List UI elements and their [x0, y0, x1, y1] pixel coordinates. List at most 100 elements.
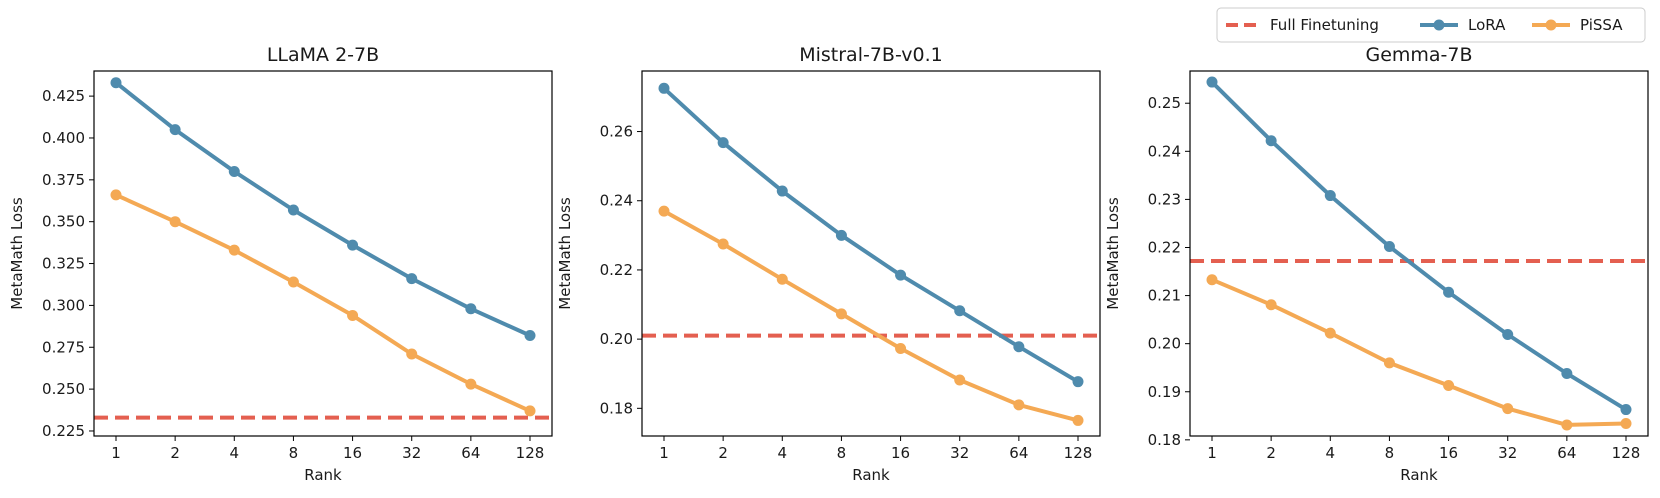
plot-area [642, 82, 1100, 426]
y-tick-label: 0.22 [600, 261, 633, 279]
y-tick-label: 0.425 [42, 87, 85, 105]
y-tick-label: 0.225 [42, 422, 85, 440]
pissa-point [1383, 357, 1395, 369]
pissa-point [1443, 380, 1455, 392]
pissa-point [776, 273, 788, 285]
y-tick-label: 0.375 [42, 171, 85, 189]
pissa-point [347, 309, 359, 321]
lora-series-line [662, 86, 1080, 384]
legend-label-lora: LoRA [1468, 16, 1506, 34]
legend-marker-lora [1433, 19, 1445, 31]
lora-point [228, 165, 240, 177]
pissa-series-line [1211, 277, 1627, 427]
x-tick-label: 16 [343, 444, 362, 462]
y-tick-label: 0.24 [1148, 142, 1181, 160]
y-tick-label: 0.26 [600, 123, 633, 141]
y-tick-label: 0.22 [1148, 238, 1181, 256]
lora-point [1013, 341, 1025, 353]
lora-point [1620, 404, 1632, 416]
lora-point [1561, 367, 1573, 379]
pissa-point [524, 405, 536, 417]
lora-point [658, 82, 670, 94]
lora-point [1206, 76, 1218, 88]
pissa-point [1502, 403, 1514, 415]
pissa-point [406, 348, 418, 360]
y-tick-label: 0.400 [42, 129, 85, 147]
x-tick-label: 64 [1557, 444, 1576, 462]
lora-series-line [1210, 80, 1628, 412]
chart-panel-1: LLaMA 2-7B 0.225 0.250 0.275 0.300 0.325 0.350… [8, 44, 553, 484]
lora-point [1324, 190, 1336, 202]
panel-title: Mistral-7B-v0.1 [799, 44, 943, 66]
y-tick-label: 0.20 [1148, 335, 1181, 353]
x-axis-label: Rank [304, 466, 342, 484]
x-tick-label: 64 [1009, 444, 1028, 462]
x-tick-label: 32 [402, 444, 421, 462]
y-axis-label: MetaMath Loss [1104, 197, 1122, 310]
x-tick-label: 32 [950, 444, 969, 462]
pissa-point [465, 378, 477, 390]
pissa-point [895, 342, 907, 354]
x-tick-label: 1 [659, 444, 669, 462]
lora-point [895, 269, 907, 281]
x-tick-label: 8 [837, 444, 847, 462]
plot-area [94, 77, 552, 420]
pissa-point [1013, 399, 1025, 411]
y-axis-label: MetaMath Loss [8, 197, 26, 310]
pissa-series-line [115, 193, 531, 413]
pissa-point [169, 216, 181, 228]
x-axis-label: Rank [852, 466, 890, 484]
x-tick-label: 64 [461, 444, 480, 462]
axes-frame [93, 70, 553, 437]
pissa-point [954, 374, 966, 386]
x-tick-label: 128 [1612, 444, 1641, 462]
panel-title: LLaMA 2-7B [267, 44, 379, 66]
lora-point [717, 137, 729, 149]
x-axis-label: Rank [1400, 466, 1438, 484]
pissa-point [1072, 414, 1084, 426]
pissa-point [1206, 274, 1218, 286]
y-tick-label: 0.275 [42, 338, 85, 356]
x-tick-label: 16 [1439, 444, 1458, 462]
lora-point [524, 330, 536, 342]
lora-point [287, 204, 299, 216]
pissa-series-line [663, 209, 1079, 423]
pissa-point [717, 238, 729, 250]
lora-point [835, 229, 847, 241]
lora-point [110, 77, 122, 89]
y-tick-label: 0.325 [42, 255, 85, 273]
lora-series-line [114, 81, 531, 338]
y-tick-label: 0.350 [42, 213, 85, 231]
chart-panels: LLaMA 2-7B 0.225 0.250 0.275 0.300 0.325 0.350… [8, 44, 1649, 484]
x-tick-label: 32 [1498, 444, 1517, 462]
legend-marker-pissa [1545, 19, 1557, 31]
legend-label-full-finetuning: Full Finetuning [1270, 16, 1379, 34]
pissa-point [835, 308, 847, 320]
lora-point [465, 303, 477, 315]
y-tick-label: 0.300 [42, 296, 85, 314]
y-tick-label: 0.19 [1148, 383, 1181, 401]
legend-label-pissa: PiSSA [1580, 16, 1623, 34]
panel-title: Gemma-7B [1365, 44, 1472, 66]
x-tick-label: 128 [1064, 444, 1093, 462]
chart-panel-2: Mistral-7B-v0.1 0.18 0.20 0.22 0.24 0.26 1 2 4 8 1… [556, 44, 1101, 484]
axes-frame [1189, 70, 1649, 437]
pissa-point [228, 244, 240, 256]
lora-point [169, 124, 181, 136]
pissa-point [110, 189, 122, 201]
x-tick-label: 2 [170, 444, 180, 462]
x-tick-label: 4 [778, 444, 788, 462]
y-tick-label: 0.24 [600, 192, 633, 210]
x-tick-label: 1 [111, 444, 121, 462]
pissa-point [1265, 299, 1277, 311]
x-tick-label: 128 [516, 444, 545, 462]
y-tick-label: 0.21 [1148, 287, 1181, 305]
lora-point [1265, 135, 1277, 147]
y-tick-label: 0.18 [1148, 431, 1181, 449]
lora-point [954, 305, 966, 317]
pissa-point [658, 205, 670, 217]
y-axis-label: MetaMath Loss [556, 197, 574, 310]
lora-point [1443, 286, 1455, 298]
lora-point [347, 239, 359, 251]
